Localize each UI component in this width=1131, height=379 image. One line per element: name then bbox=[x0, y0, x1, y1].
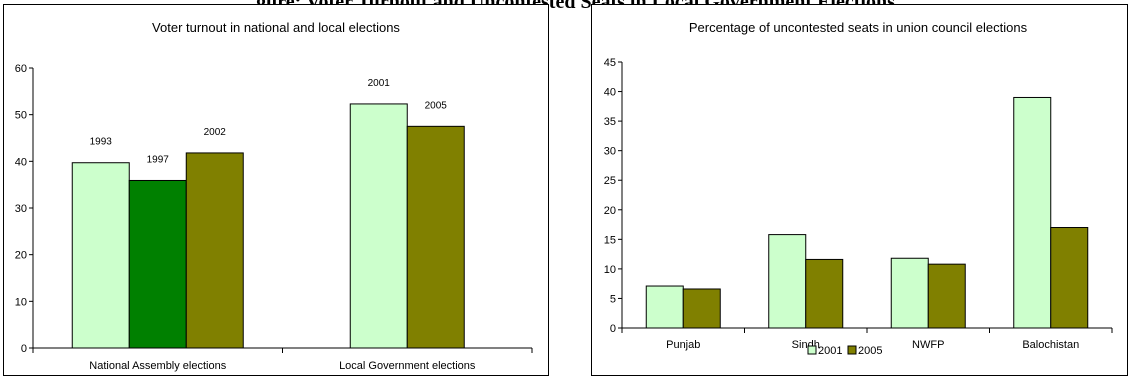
bar bbox=[349, 103, 408, 349]
x-category-label: Balochistan bbox=[1022, 339, 1079, 351]
bar bbox=[805, 258, 844, 329]
bar-year-label: 2002 bbox=[204, 127, 227, 138]
y-tick-label: 0 bbox=[21, 343, 27, 355]
bar bbox=[927, 263, 966, 329]
legend-swatch bbox=[847, 345, 857, 355]
y-tick-label: 40 bbox=[15, 156, 27, 168]
uncontested-seats-chart-panel: Percentage of uncontested seats in union… bbox=[591, 4, 1128, 376]
bar bbox=[682, 288, 721, 329]
y-tick-label: 40 bbox=[604, 87, 616, 99]
bar bbox=[890, 257, 929, 329]
bar bbox=[1013, 96, 1052, 329]
y-tick-label: 10 bbox=[15, 296, 27, 308]
y-tick-label: 35 bbox=[604, 116, 616, 128]
voter-turnout-chart-panel: Voter turnout in national and local elec… bbox=[3, 4, 549, 376]
legend-label: 2001 bbox=[818, 345, 842, 357]
chart-title: Percentage of uncontested seats in union… bbox=[689, 20, 1028, 35]
y-tick-label: 45 bbox=[604, 57, 616, 69]
x-category-label: Punjab bbox=[666, 339, 700, 351]
y-tick-label: 15 bbox=[604, 234, 616, 246]
x-category-label: NWFP bbox=[912, 339, 944, 351]
x-category-label: Local Government elections bbox=[339, 360, 476, 372]
chart-title: Voter turnout in national and local elec… bbox=[152, 20, 400, 35]
y-tick-label: 30 bbox=[15, 203, 27, 215]
bar bbox=[185, 152, 244, 349]
y-tick-label: 10 bbox=[604, 264, 616, 276]
bar bbox=[645, 285, 684, 329]
y-tick-label: 25 bbox=[604, 175, 616, 187]
y-tick-label: 20 bbox=[604, 205, 616, 217]
y-tick-label: 5 bbox=[610, 293, 616, 305]
bar bbox=[1050, 227, 1089, 329]
y-tick-label: 30 bbox=[604, 146, 616, 158]
x-category-label: National Assembly elections bbox=[89, 360, 226, 372]
bar-year-label: 1993 bbox=[90, 137, 113, 148]
bar bbox=[406, 125, 465, 349]
legend-swatch bbox=[807, 345, 817, 355]
bar bbox=[128, 179, 187, 349]
legend-label: 2005 bbox=[858, 345, 882, 357]
bar bbox=[71, 162, 130, 349]
y-tick-label: 0 bbox=[610, 323, 616, 335]
bar-year-label: 2001 bbox=[368, 78, 391, 89]
uncontested-seats-chart: Percentage of uncontested seats in union… bbox=[604, 20, 1113, 357]
y-tick-label: 20 bbox=[15, 250, 27, 262]
y-tick-label: 50 bbox=[15, 110, 27, 122]
y-tick-label: 60 bbox=[15, 63, 27, 75]
bar-year-label: 2005 bbox=[425, 100, 448, 111]
bar bbox=[768, 234, 807, 329]
bar-year-label: 1997 bbox=[147, 154, 170, 165]
voter-turnout-chart: Voter turnout in national and local elec… bbox=[15, 20, 533, 372]
